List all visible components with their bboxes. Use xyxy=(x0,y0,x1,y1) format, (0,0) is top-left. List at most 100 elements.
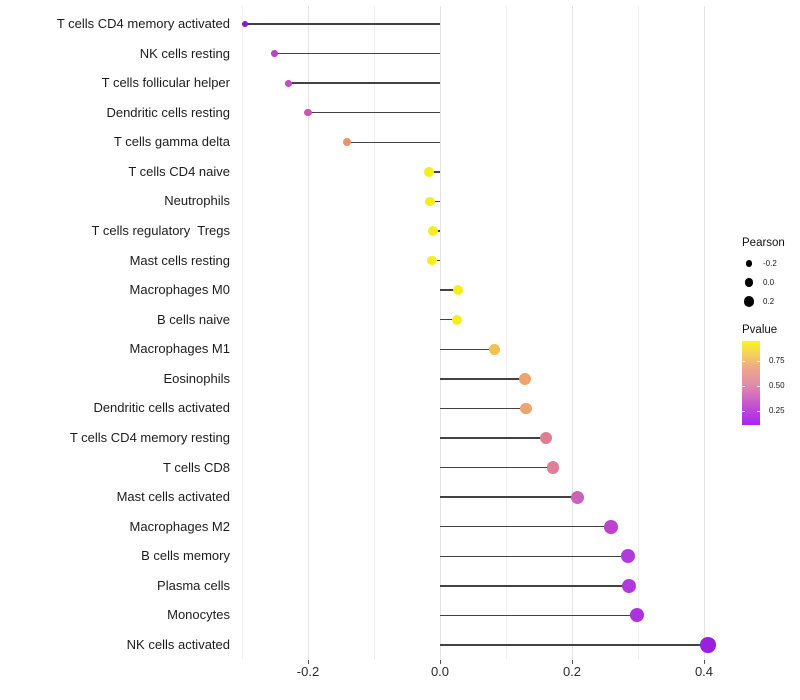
y-axis-labels: T cells CD4 memory activated NK cells res… xyxy=(0,0,230,700)
pvalue-colorbar-wrap: 0.75 0.50 0.25 xyxy=(742,341,800,425)
y-axis-label: Macrophages M2 xyxy=(129,518,230,534)
data-point xyxy=(452,284,463,296)
colorbar-tick-label: 0.75 xyxy=(769,356,785,365)
lollipop-stem xyxy=(274,52,440,55)
y-axis-label: T cells follicular helper xyxy=(101,75,230,91)
lollipop-stem xyxy=(440,466,553,469)
grid-line-major xyxy=(440,6,441,660)
lollipop-stem xyxy=(440,407,526,410)
y-axis-label: T cells gamma delta xyxy=(113,134,230,150)
lollipop-stem xyxy=(440,348,495,351)
pvalue-colorbar xyxy=(742,341,760,425)
colorbar-tick-label: 0.50 xyxy=(769,381,785,390)
x-axis-tick xyxy=(704,660,705,664)
lollipop-stem xyxy=(440,644,708,646)
y-axis-label: Dendritic cells resting xyxy=(106,104,230,120)
y-axis-label: NK cells activated xyxy=(126,636,230,652)
legend-pearson-title: Pearson xyxy=(742,237,785,249)
y-axis-label: Macrophages M1 xyxy=(129,341,230,357)
data-point xyxy=(546,461,560,474)
y-axis-label: Plasma cells xyxy=(157,577,230,593)
legend-size-dot-cell xyxy=(742,296,756,307)
legend-pearson: Pearson -0.2 0.0 0.2 xyxy=(742,237,800,311)
data-point xyxy=(427,255,437,266)
lollipop-stem xyxy=(440,289,458,291)
legend: Pearson -0.2 0.0 0.2 Pvalue 0.75 0.50 0.25 xyxy=(742,237,800,425)
data-point xyxy=(621,549,636,564)
legend-size-dot xyxy=(745,260,753,267)
y-axis-label: B cells naive xyxy=(157,311,230,327)
legend-size-item: -0.2 xyxy=(742,254,800,273)
x-axis-tick xyxy=(440,660,441,664)
y-axis-label: T cells regulatory Tregs xyxy=(91,222,230,238)
y-axis-label: T cells CD4 memory activated xyxy=(56,16,230,31)
data-point xyxy=(427,226,438,236)
colorbar-tick-label: 0.25 xyxy=(769,406,785,415)
lollipop-stem xyxy=(440,614,638,617)
data-point xyxy=(304,109,312,117)
lollipop-stem xyxy=(440,496,578,498)
data-point xyxy=(284,79,292,87)
grid-line-minor xyxy=(374,6,375,660)
data-point xyxy=(242,21,249,27)
legend-pvalue: Pvalue 0.75 0.50 0.25 xyxy=(742,324,800,425)
legend-pearson-items: -0.2 0.0 0.2 xyxy=(742,254,800,311)
y-axis-label: Eosinophils xyxy=(163,370,231,386)
grid-line-minor xyxy=(242,6,243,660)
colorbar-tick xyxy=(757,361,760,362)
grid-line-major xyxy=(308,6,309,660)
lollipop-stem xyxy=(428,171,440,173)
x-tick-label: 0.2 xyxy=(562,664,582,679)
grid-line-minor xyxy=(506,6,507,660)
legend-size-item: 0.0 xyxy=(742,273,800,292)
data-point xyxy=(571,490,585,504)
data-point xyxy=(271,50,278,57)
legend-size-dot-cell xyxy=(742,260,756,267)
lollipop-stem xyxy=(288,82,440,84)
data-point xyxy=(488,343,500,355)
lollipop-stem xyxy=(440,555,629,558)
colorbar-tick xyxy=(742,361,745,362)
legend-size-label: 0.0 xyxy=(763,278,775,287)
y-axis-label: T cells CD4 naive xyxy=(128,163,230,179)
legend-size-dot xyxy=(744,278,754,287)
colorbar-tick xyxy=(742,411,745,412)
lollipop-stem xyxy=(308,111,440,114)
y-axis-label: T cells CD8 xyxy=(163,459,230,475)
data-point xyxy=(425,196,435,207)
colorbar-tick xyxy=(757,411,760,412)
y-axis-label: Monocytes xyxy=(167,607,230,623)
grid-line-minor xyxy=(638,6,639,660)
x-axis-tick xyxy=(308,660,309,664)
lollipop-stem xyxy=(440,318,458,321)
x-tick-label: -0.2 xyxy=(296,664,320,679)
colorbar-tick xyxy=(742,386,745,387)
lollipop-stem xyxy=(440,437,547,439)
data-point xyxy=(540,431,553,445)
data-point xyxy=(519,372,532,385)
data-point xyxy=(604,519,618,534)
data-point xyxy=(342,138,351,147)
data-point xyxy=(700,637,716,653)
legend-size-dot xyxy=(743,296,755,307)
y-axis-label: T cells CD4 memory resting xyxy=(69,429,230,445)
lollipop-stem xyxy=(346,141,440,144)
data-point xyxy=(519,402,532,415)
data-point xyxy=(621,578,636,593)
colorbar-tick xyxy=(757,386,760,387)
data-point xyxy=(451,314,463,325)
y-axis-label: Neutrophils xyxy=(164,193,230,209)
grid-line-major xyxy=(704,6,705,660)
y-axis-label: Macrophages M0 xyxy=(129,282,230,298)
lollipop-stem xyxy=(440,378,526,380)
x-axis-tick xyxy=(572,660,573,664)
y-axis-label: NK cells resting xyxy=(139,45,230,61)
y-axis-label: Mast cells resting xyxy=(129,252,230,268)
y-axis-label: Mast cells activated xyxy=(116,489,230,505)
lollipop-stem xyxy=(440,525,611,528)
y-axis-label: Dendritic cells activated xyxy=(93,400,230,416)
x-tick-label: 0.0 xyxy=(430,664,450,679)
data-point xyxy=(630,608,645,623)
y-axis-label: B cells memory xyxy=(141,548,230,564)
